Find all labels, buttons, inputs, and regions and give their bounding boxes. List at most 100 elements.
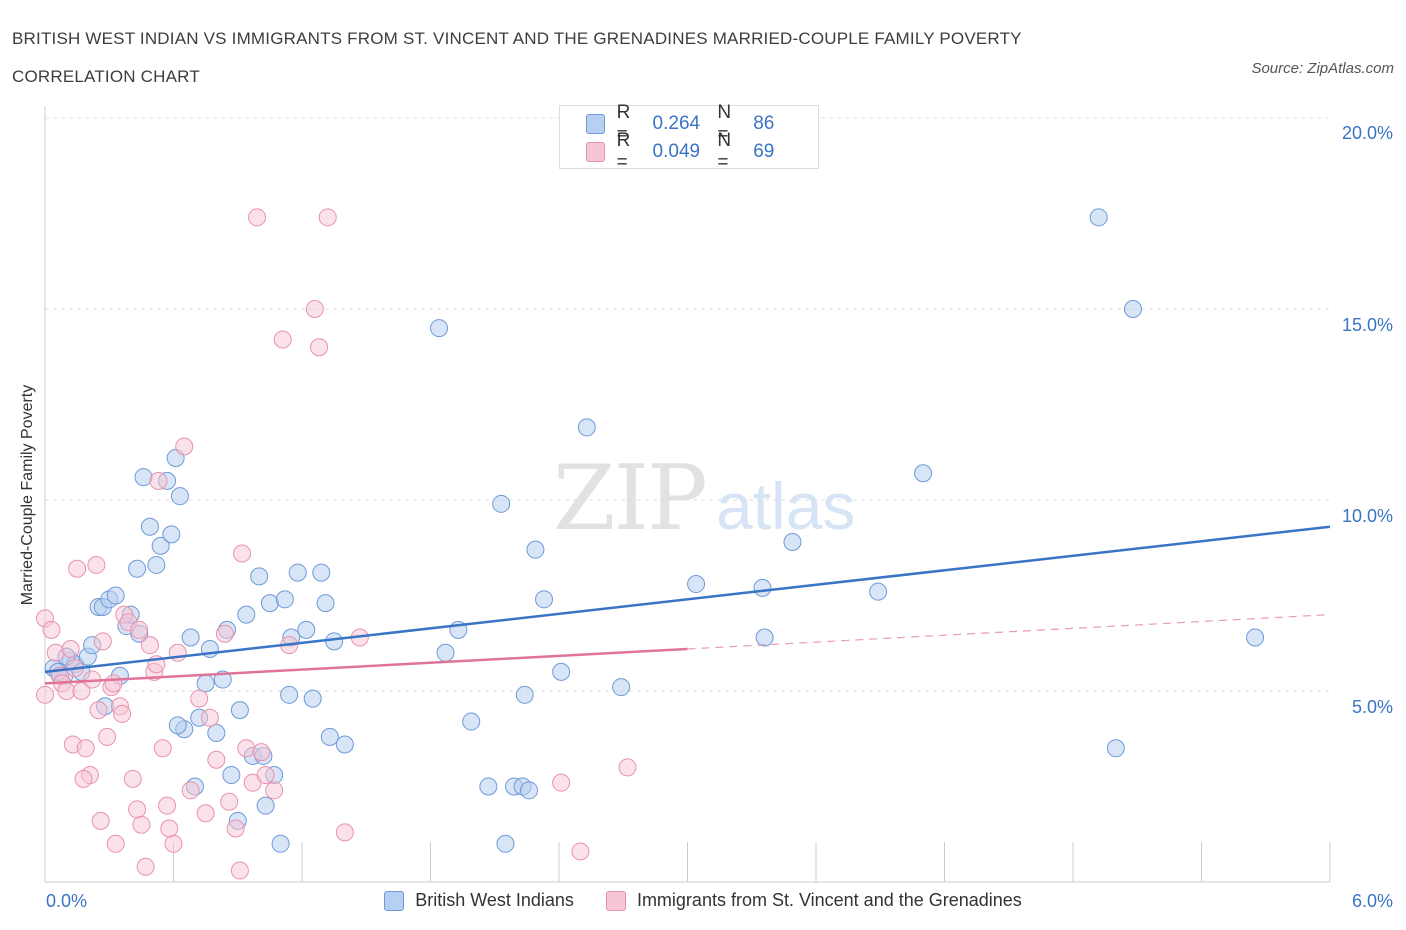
x-tick-label: 0.0% [46,891,88,911]
pink-point [220,792,239,811]
pink-point [310,338,329,357]
y-tick-label: 10.0% [1341,506,1393,526]
blue-point [128,559,147,578]
y-tick-label: 15.0% [1341,315,1393,335]
blue-point [335,735,354,754]
blue-point [479,777,498,796]
pink-point [76,739,95,758]
blue-point [181,628,200,647]
pink-point [89,701,108,720]
pink-point [305,300,324,318]
chart-title: BRITISH WEST INDIAN VS IMMIGRANTS FROM S… [12,29,1022,86]
blue-point [515,685,534,704]
stats-legend: R = 0.264 N = 86 R = 0.049 N = 69 [559,102,819,173]
blue-swatch [586,114,605,134]
n-label: N = [717,130,732,173]
pink-swatch [586,142,605,162]
blue-point [1123,300,1142,318]
blue-point [147,555,166,574]
pink-point [132,815,151,834]
pink-point [74,769,93,788]
x-tick-label: 6.0% [1351,891,1393,911]
pink-point [91,811,110,830]
blue-point [288,563,307,582]
r-value: 0.264 [652,113,701,134]
r-label: R = [616,102,631,145]
pink-point [571,842,590,861]
pink-point [190,689,209,708]
pink-point [552,773,571,792]
blue-point [755,628,774,647]
blue-point [520,781,539,800]
blue-point [237,605,256,624]
legend-item-immigrants: Immigrants from St. Vincent and the Gren… [605,890,1022,911]
blue-point [134,468,153,487]
blue-point [196,674,215,693]
blue-point [914,464,933,483]
series-legend: British West Indians Immigrants from St.… [0,890,1406,911]
stats-row-pink: R = 0.049 N = 69 [586,130,818,173]
pink-point [128,800,147,819]
blue-point [230,701,249,720]
pink-point [93,632,112,651]
blue-point [535,590,554,609]
blue-point [312,563,331,582]
pink-point [104,674,123,693]
blue-point [168,716,187,735]
y-tick-label: 20.0% [1341,123,1393,143]
pink-point [230,861,249,880]
blue-point [207,724,226,743]
pink-point [200,708,219,727]
pink-point [123,769,142,788]
blue-point [316,594,335,613]
pink-point [149,471,168,490]
pink-point [160,819,179,838]
blue-point [222,766,241,785]
pink-point [618,758,637,777]
watermark-zip: ZIP [553,446,708,551]
pink-point [265,781,284,800]
stats-row-blue: R = 0.264 N = 86 [586,102,818,145]
blue-swatch [384,890,405,911]
pink-point [181,781,200,800]
legend-label: British West Indians [415,890,574,910]
pink-point [233,544,252,563]
pink-point [164,834,183,853]
watermark-atlas: atlas [716,469,856,543]
trend-line [44,647,688,685]
blue-point [106,586,125,605]
blue-point [170,487,189,506]
blue-point [430,319,449,338]
pink-point [61,639,80,658]
blue-point [492,494,511,513]
blue-point [1106,739,1125,758]
pink-point [42,620,61,639]
pink-point [273,330,292,349]
pink-point [68,559,87,578]
blue-point [303,689,322,708]
y-tick-label: 5.0% [1351,697,1393,717]
pink-point [248,208,267,227]
blue-point [250,567,269,586]
blue-point [260,594,279,613]
legend-item-british-west-indians: British West Indians [384,890,574,911]
r-label: R = [616,130,631,173]
blue-point [320,727,339,746]
blue-point [325,632,344,651]
blue-point [280,685,299,704]
blue-point [612,678,631,697]
pink-point [215,624,234,643]
pink-point [46,643,65,662]
blue-point [1246,628,1265,647]
source-label: Source: ZipAtlas.com [1251,60,1394,77]
pink-point [153,739,172,758]
blue-point [753,578,772,597]
legend-label: Immigrants from St. Vincent and the Gren… [636,890,1022,910]
blue-point [1089,208,1108,227]
pink-point [98,727,117,746]
pink-point [335,823,354,842]
blue-point [552,662,571,681]
pink-point [207,750,226,769]
n-label: N = [717,102,732,145]
pink-point [252,743,271,762]
